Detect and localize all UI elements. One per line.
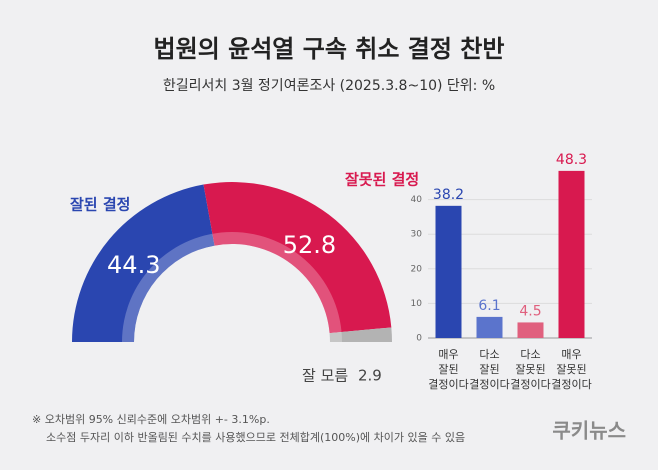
donut-segment	[72, 184, 215, 342]
footnote: 소수점 두자리 이하 반올림된 수치를 사용했으므로 전체합계(100%)에 차…	[46, 430, 465, 444]
y-tick-label: 0	[416, 334, 422, 344]
bar	[517, 322, 544, 338]
y-tick-label: 30	[411, 230, 423, 240]
bar	[476, 316, 503, 338]
x-tick-label: 잘못된	[515, 363, 545, 376]
segment-label: 잘된 결정	[70, 196, 130, 214]
donut-segment	[203, 182, 392, 334]
x-tick-label: 매우	[438, 348, 458, 361]
x-tick-label: 잘된	[438, 363, 458, 376]
title: 법원의 윤석열 구속 취소 결정 찬반	[154, 35, 505, 63]
y-tick-label: 10	[411, 299, 423, 309]
logo: 쿠키뉴스	[552, 419, 626, 443]
segment-label: 잘 모름	[302, 367, 348, 385]
y-tick-label: 20	[411, 264, 423, 274]
segment-value: 2.9	[358, 367, 382, 385]
footnote: ※ 오차범위 95% 신뢰수준에 오차범위 +- 3.1%p.	[32, 413, 270, 426]
x-tick-label: 잘못된	[556, 363, 586, 376]
x-tick-label: 결정이다	[551, 378, 591, 391]
x-tick-label: 결정이다	[510, 378, 550, 391]
y-tick-label: 40	[411, 195, 423, 205]
bar	[435, 205, 462, 338]
subtitle: 한길리서치 3월 정기여론조사 (2025.3.8~10) 단위: %	[163, 78, 495, 94]
value-label: 6.1	[478, 298, 500, 314]
x-tick-label: 결정이다	[428, 378, 468, 391]
x-tick-label: 결정이다	[469, 378, 509, 391]
segment-value: 44.3	[107, 251, 160, 279]
segment-value: 52.8	[283, 231, 336, 259]
donut-segment	[329, 327, 392, 342]
x-tick-label: 다소	[479, 348, 499, 361]
inner-ring	[122, 232, 342, 342]
x-tick-label: 매우	[561, 348, 581, 361]
x-tick-label: 다소	[520, 348, 540, 361]
value-label: 38.2	[433, 187, 464, 203]
x-tick-label: 잘된	[479, 363, 499, 376]
segment-label: 잘못된 결정	[345, 171, 419, 189]
value-label: 4.5	[519, 303, 541, 319]
value-label: 48.3	[556, 152, 587, 168]
bar	[558, 170, 585, 338]
